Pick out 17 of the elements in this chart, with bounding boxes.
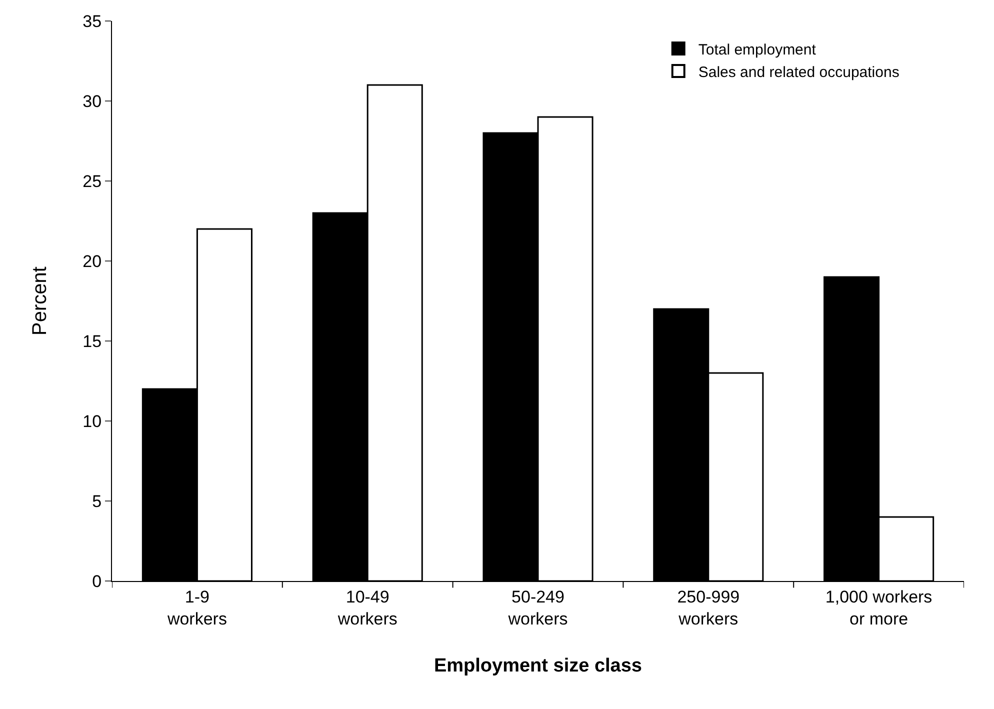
x-tick-label: 1-9 workers (166, 587, 227, 628)
y-tick-label: 25 (82, 172, 102, 191)
legend-label: Total employment (698, 41, 817, 58)
x-tick-label: 250-999 workers (677, 587, 740, 628)
y-tick-label: 20 (82, 252, 102, 271)
y-tick-label: 10 (82, 412, 102, 431)
x-tick-label: 1,000 workers or more (825, 587, 932, 628)
y-tick-label: 5 (92, 492, 102, 511)
x-tick-label: 10-49 workers (336, 587, 398, 628)
y-tick-label: 0 (92, 572, 102, 591)
y-axis-title: Percent (29, 266, 52, 336)
legend-label: Sales and related occupations (698, 64, 900, 81)
y-tick-label: 35 (82, 12, 102, 31)
y-tick-label: 30 (82, 92, 102, 111)
y-tick-label: 15 (82, 332, 102, 351)
x-tick-label: 50-249 workers (507, 587, 568, 628)
x-axis-title: Employment size class (434, 655, 642, 676)
